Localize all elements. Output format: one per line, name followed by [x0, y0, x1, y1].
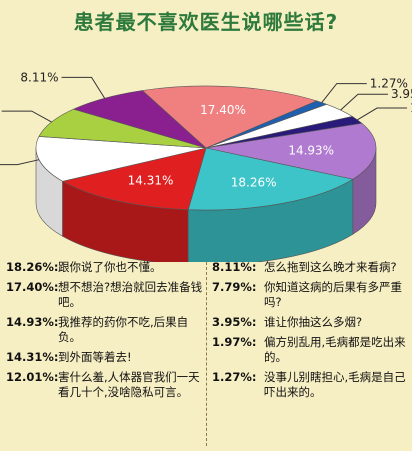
legend-right-column: 8.11%: 怎么拖到这么晚才来看病? 7.79%: 你知道这病的后果有多严重吗…: [212, 260, 410, 405]
legend-item: 14.93%: 我推荐的药你不吃,后果自负。: [6, 315, 206, 345]
slice-label: 14.93%: [288, 143, 334, 157]
label-leader-line: [61, 76, 106, 99]
legend-item: 3.95%: 谁让你抽这么多烟?: [212, 315, 410, 330]
label-leader-line: [0, 159, 40, 166]
slice-label: 3.95%: [391, 87, 412, 101]
legend-pct: 1.97%:: [212, 335, 257, 349]
pie-slice: [141, 85, 318, 149]
legend-pct: 14.93%:: [6, 315, 59, 329]
chart-title: 患者最不喜欢医生说哪些话?: [73, 10, 339, 34]
pie-slice: [187, 147, 354, 211]
legend-item: 1.27%: 没事儿别瞎担心,毛病是自己吓出来的。: [212, 370, 410, 400]
slice-label: 1.27%: [370, 77, 408, 91]
legend: 18.26%: 跟你说了你也不懂。 17.40%: 想不想治?想治就回去准备钱吧…: [0, 258, 412, 451]
legend-left-column: 18.26%: 跟你说了你也不懂。 17.40%: 想不想治?想治就回去准备钱吧…: [6, 260, 206, 405]
pie-slice: [61, 147, 207, 210]
legend-item: 8.11%: 怎么拖到这么晚才来看病?: [212, 260, 410, 275]
legend-pct: 14.31%:: [6, 350, 59, 364]
label-leader-line: [321, 83, 367, 103]
slice-label: 8.11%: [20, 70, 58, 84]
legend-text: 跟你说了你也不懂。: [58, 260, 162, 274]
legend-text: 偏方别乱用,毛病都是吃出来的。: [264, 335, 406, 364]
legend-item: 12.01%: 害什么羞,人体器官我们一天看几十个,没啥隐私可言。: [6, 370, 206, 400]
legend-text: 怎么拖到这么晚才来看病?: [264, 260, 397, 274]
legend-item: 1.97%: 偏方别乱用,毛病都是吃出来的。: [212, 335, 410, 365]
label-leader-line: [1, 110, 52, 123]
legend-pct: 3.95%:: [212, 315, 257, 329]
pie-slice: [205, 122, 377, 180]
legend-text: 没事儿别瞎担心,毛病是自己吓出来的。: [264, 370, 406, 399]
label-leader-line: [357, 107, 408, 121]
legend-text: 害什么羞,人体器官我们一天看几十个,没啥隐私可言。: [58, 370, 200, 399]
legend-pct: 7.79%:: [212, 280, 257, 294]
legend-pct: 1.27%:: [212, 370, 257, 384]
legend-item: 17.40%: 想不想治?想治就回去准备钱吧。: [6, 280, 206, 310]
legend-item: 18.26%: 跟你说了你也不懂。: [6, 260, 206, 275]
slice-label: 18.26%: [231, 175, 277, 189]
legend-pct: 17.40%:: [6, 280, 59, 294]
legend-item: 7.79%: 你知道这病的后果有多严重吗?: [212, 280, 410, 310]
legend-pct: 8.11%:: [212, 260, 257, 274]
legend-text: 你知道这病的后果有多严重吗?: [264, 280, 402, 309]
pie-chart: 17.40%1.27%3.95%1.97%14.93%18.26%14.31%1…: [0, 70, 412, 262]
legend-text: 想不想治?想治就回去准备钱吧。: [58, 280, 203, 309]
label-leader-line: [340, 93, 388, 111]
legend-divider: [206, 262, 207, 446]
slice-label: 17.40%: [200, 103, 246, 117]
legend-text: 谁让你抽这么多烟?: [264, 315, 363, 329]
legend-pct: 12.01%:: [6, 370, 59, 384]
legend-pct: 18.26%:: [6, 260, 59, 274]
legend-text: 到外面等着去!: [58, 350, 132, 364]
legend-text: 我推荐的药你不吃,后果自负。: [58, 315, 189, 344]
slice-label: 1.97%: [410, 101, 412, 115]
slice-label: 14.31%: [128, 174, 174, 188]
legend-item: 14.31%: 到外面等着去!: [6, 350, 206, 365]
